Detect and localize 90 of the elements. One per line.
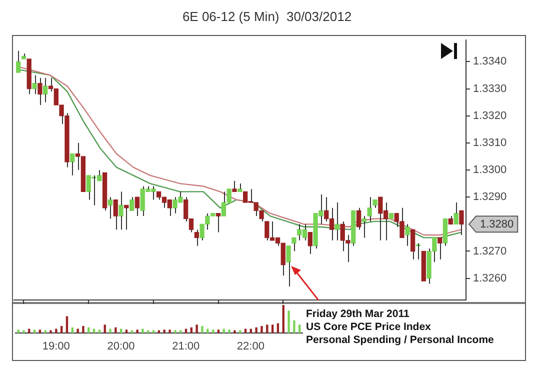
bar: [217, 330, 220, 333]
candlestick: [334, 202, 340, 241]
candlestick: [454, 202, 458, 224]
bar: [190, 327, 192, 333]
bar: [168, 330, 171, 333]
bar: [55, 328, 58, 333]
bar: [147, 330, 150, 333]
candlestick: [134, 196, 140, 217]
candlestick: [32, 74, 37, 95]
candlestick: [194, 229, 200, 246]
bar: [271, 324, 274, 333]
y-tick-label: 1.3330: [473, 82, 507, 95]
x-tick-label: 20:00: [107, 340, 135, 353]
bar: [152, 330, 155, 333]
candlestick: [102, 172, 108, 212]
bar: [38, 330, 42, 333]
x-tick-label: 22:00: [236, 340, 264, 353]
x-tick-label: 19:00: [42, 340, 70, 353]
bar: [66, 316, 68, 333]
bar: [22, 330, 25, 333]
candlestick: [238, 183, 242, 192]
bar: [88, 327, 90, 333]
bar: [174, 330, 176, 333]
candlestick: [442, 218, 448, 246]
candlestick: [42, 77, 48, 103]
bar: [276, 323, 280, 333]
candlestick: [405, 224, 410, 246]
bar: [298, 324, 301, 333]
bar: [163, 330, 166, 333]
bar: [136, 330, 138, 333]
bar: [114, 327, 117, 333]
candlestick: [410, 229, 416, 260]
y-tick-label: 1.3270: [473, 245, 507, 258]
candlestick: [21, 53, 26, 60]
bar: [82, 326, 84, 333]
candlestick: [130, 196, 134, 211]
bar: [98, 330, 101, 333]
bar: [50, 330, 52, 333]
y-tick-label: 1.3320: [473, 110, 507, 122]
candlestick: [292, 237, 296, 252]
bar: [109, 328, 112, 333]
bar: [180, 330, 182, 333]
candlestick: [113, 199, 118, 230]
bar: [17, 330, 20, 333]
candlestick: [232, 180, 237, 192]
bar: [142, 328, 144, 333]
candlestick: [308, 232, 312, 254]
bar: [196, 324, 198, 333]
y-tick-label: 1.3310: [473, 136, 507, 149]
candlestick: [216, 213, 221, 233]
bar: [201, 326, 204, 333]
bar: [158, 330, 160, 333]
bar: [234, 330, 236, 333]
bar: [260, 326, 263, 333]
bar: [60, 326, 63, 333]
candlestick: [16, 50, 21, 73]
candlestick: [118, 191, 124, 230]
bar: [228, 330, 230, 333]
bar: [76, 328, 79, 333]
bar: [125, 330, 128, 333]
bar: [44, 330, 46, 333]
candlestick: [448, 216, 453, 224]
y-tick-label: 1.3300: [473, 164, 507, 176]
candlestick: [70, 153, 75, 176]
annotation: Friday 29th Mar 2011 US Core PCE Price Index Personal Spending / Personal Income: [304, 308, 496, 347]
candlestick: [108, 196, 112, 220]
candlestick: [38, 77, 42, 106]
bar: [130, 330, 133, 333]
bar: [282, 305, 284, 333]
candlestick: [362, 216, 367, 238]
y-tick-label: 1.3260: [473, 272, 507, 284]
chart-title: 6E 06-12 (5 Min) 30/03/2012: [181, 9, 353, 24]
bar: [239, 330, 242, 333]
candlestick: [351, 210, 356, 246]
bar: [212, 330, 214, 333]
bar: [104, 324, 106, 333]
y-tick-label: 1.3340: [473, 56, 507, 68]
bar: [255, 327, 258, 333]
bar: [288, 310, 290, 333]
candlestick: [286, 246, 291, 287]
bar: [266, 324, 268, 333]
bar: [33, 330, 36, 333]
candlestick: [438, 237, 442, 260]
bar: [71, 327, 74, 333]
y-tick-label: 1.3290: [473, 191, 507, 204]
bar: [293, 320, 296, 333]
x-tick-label: 21:00: [172, 340, 200, 353]
candlestick: [356, 207, 362, 230]
candlestick: [26, 58, 32, 95]
text: 1.3280: [480, 218, 514, 231]
